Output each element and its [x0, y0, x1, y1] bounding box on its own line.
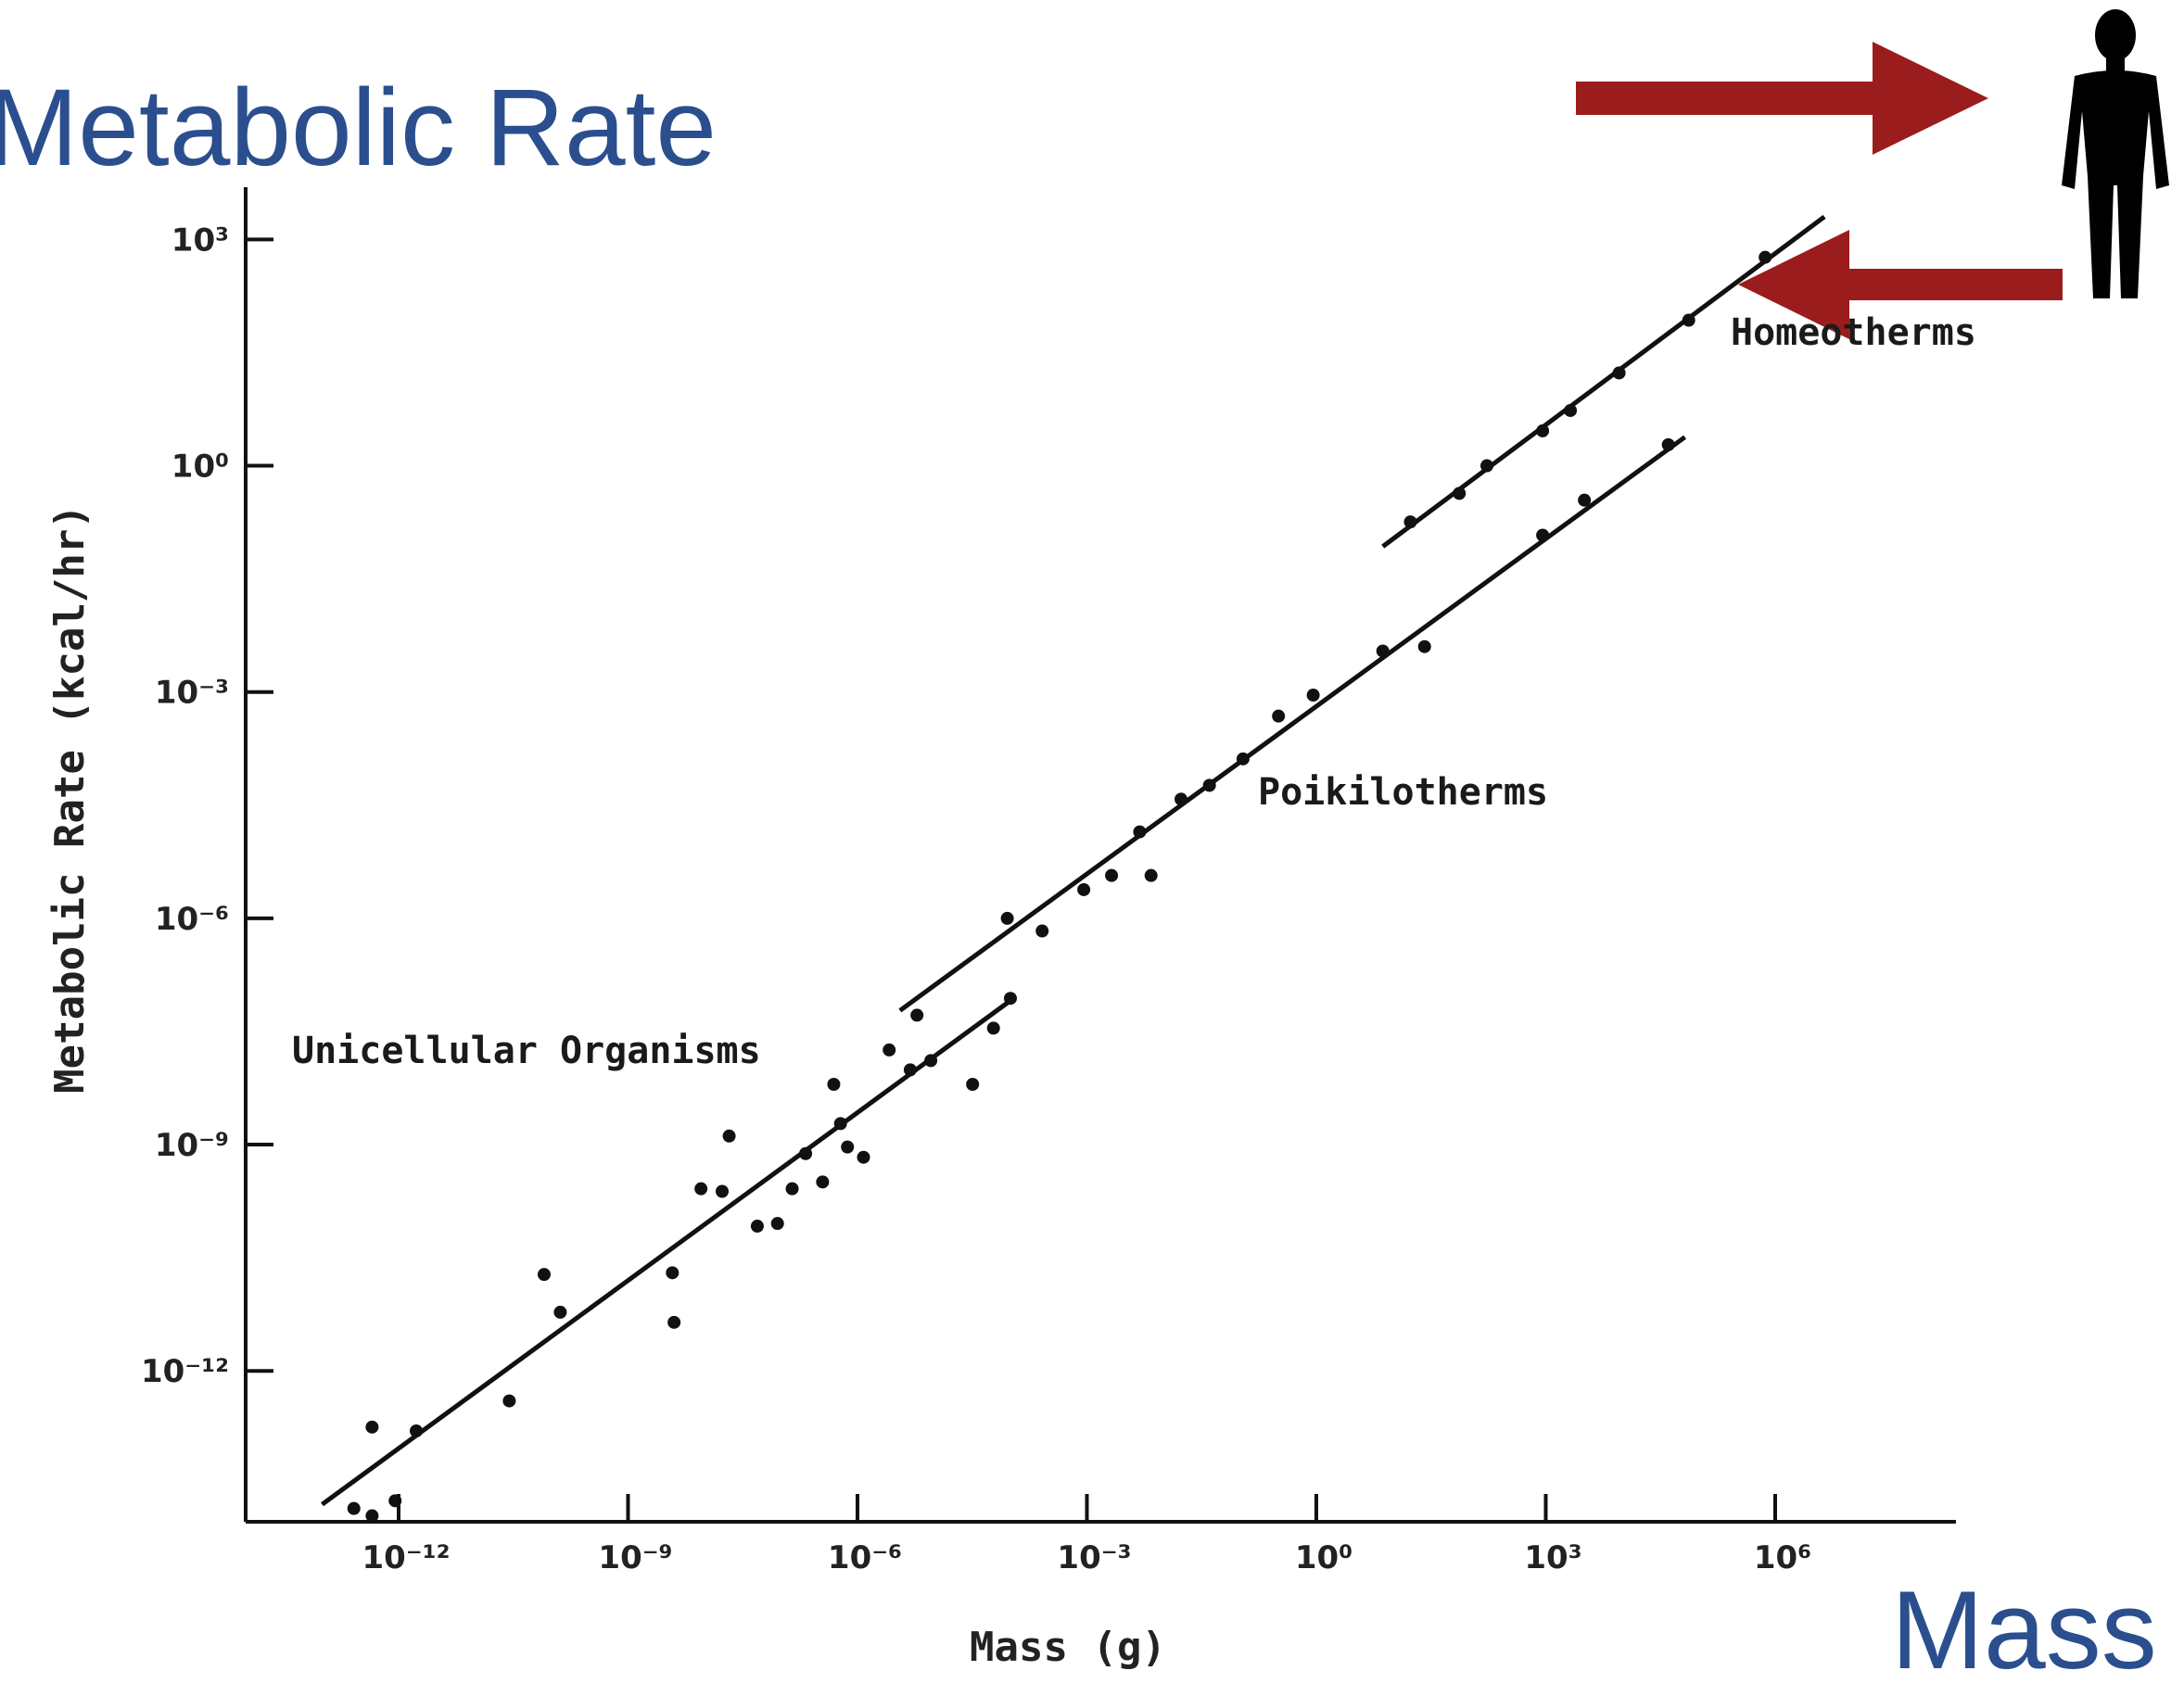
data-point — [770, 1217, 784, 1231]
y-tick-label: 10⁻¹² — [141, 1353, 229, 1390]
data-point — [966, 1077, 980, 1091]
data-point — [1035, 924, 1049, 938]
arrow-head — [1738, 230, 1849, 339]
fit-line — [321, 996, 1015, 1507]
series: Poikilotherms — [898, 435, 1687, 1013]
data-point — [410, 1424, 424, 1437]
data-point — [1272, 709, 1286, 723]
data-point — [1376, 644, 1390, 658]
slide-title: Metabolic Rate — [0, 67, 717, 189]
data-point — [1000, 911, 1014, 925]
y-axis-label: Metabolic Rate (kcal/hr) — [46, 504, 94, 1094]
arrow-head — [1873, 42, 1988, 155]
series-label: Unicellular Organisms — [292, 1030, 761, 1072]
data-point — [502, 1394, 516, 1408]
data-point — [1578, 493, 1592, 507]
data-point — [1682, 313, 1695, 327]
x-tick-label: 10⁻⁶ — [828, 1539, 902, 1576]
data-point — [722, 1129, 736, 1143]
data-point — [1144, 868, 1158, 882]
data-point — [716, 1184, 730, 1198]
x-axis-label: Mass (g) — [970, 1624, 1166, 1671]
arrow-shaft — [1840, 269, 2063, 300]
data-point — [538, 1268, 552, 1282]
y-tick-label: 10⁻⁶ — [155, 901, 229, 938]
data-point — [1536, 424, 1550, 437]
data-point — [1564, 403, 1578, 417]
data-point — [694, 1182, 708, 1196]
data-point — [882, 1043, 896, 1057]
x-tick-label: 10⁻⁹ — [598, 1539, 672, 1576]
series-label: Poikilotherms — [1258, 771, 1548, 814]
arrows — [1576, 42, 2063, 339]
fit-line — [898, 435, 1687, 1013]
data-point — [910, 1008, 924, 1022]
data-point — [1306, 689, 1320, 702]
data-point — [667, 1315, 681, 1329]
data-point — [857, 1150, 870, 1164]
series: Unicellular Organisms — [292, 992, 1017, 1523]
data-point — [553, 1305, 567, 1319]
data-point — [750, 1220, 764, 1234]
data-point — [833, 1117, 847, 1131]
data-point — [986, 1021, 1000, 1035]
series-label: Homeotherms — [1731, 311, 1976, 354]
data-point — [841, 1140, 855, 1154]
human-icon — [2062, 9, 2169, 298]
series: Homeotherms — [1381, 214, 1976, 549]
data-point — [816, 1175, 830, 1189]
data-point — [903, 1063, 917, 1077]
data-point — [1077, 882, 1091, 896]
data-point — [1236, 752, 1250, 766]
data-point — [1612, 366, 1626, 380]
plot-area: 10⁻¹² 10⁻⁹ 10⁻⁶ 10⁻³ 10⁰ 10³ 10⁶ 10³ 10⁰ 10⁻³ 10⁻⁶… — [141, 187, 1976, 1576]
data-point — [1175, 792, 1188, 806]
data-point — [1453, 487, 1467, 500]
y-tick-label: 10⁻³ — [155, 675, 229, 712]
x-tick-label: 10⁰ — [1295, 1539, 1352, 1576]
data-point — [1202, 778, 1216, 792]
data-point — [1105, 868, 1119, 882]
data-point — [1759, 250, 1772, 264]
arrow-shaft — [1576, 82, 1882, 115]
data-point — [785, 1182, 799, 1196]
y-tick-label: 10⁰ — [171, 449, 229, 486]
data-point — [1133, 825, 1147, 839]
x-tick-label: 10⁻³ — [1057, 1539, 1131, 1576]
data-point — [924, 1054, 938, 1068]
data-point — [1004, 992, 1017, 1006]
y-tick-label: 10³ — [171, 221, 229, 259]
corner-label: Mass — [1891, 1568, 2157, 1692]
y-tick-label: 10⁻⁹ — [155, 1127, 229, 1164]
data-point — [1536, 528, 1550, 542]
data-point — [388, 1494, 402, 1508]
data-point — [666, 1266, 679, 1280]
data-point — [1661, 437, 1675, 451]
data-point — [365, 1509, 379, 1523]
data-point — [1403, 515, 1417, 529]
data-point — [799, 1146, 813, 1160]
data-point — [827, 1077, 841, 1091]
data-point — [347, 1501, 361, 1515]
x-tick-label: 10⁶ — [1754, 1539, 1811, 1576]
data-point — [1480, 459, 1494, 473]
x-tick-label: 10³ — [1524, 1539, 1581, 1576]
data-point — [365, 1420, 379, 1434]
x-tick-label: 10⁻¹² — [362, 1539, 450, 1576]
data-point — [1417, 639, 1431, 653]
